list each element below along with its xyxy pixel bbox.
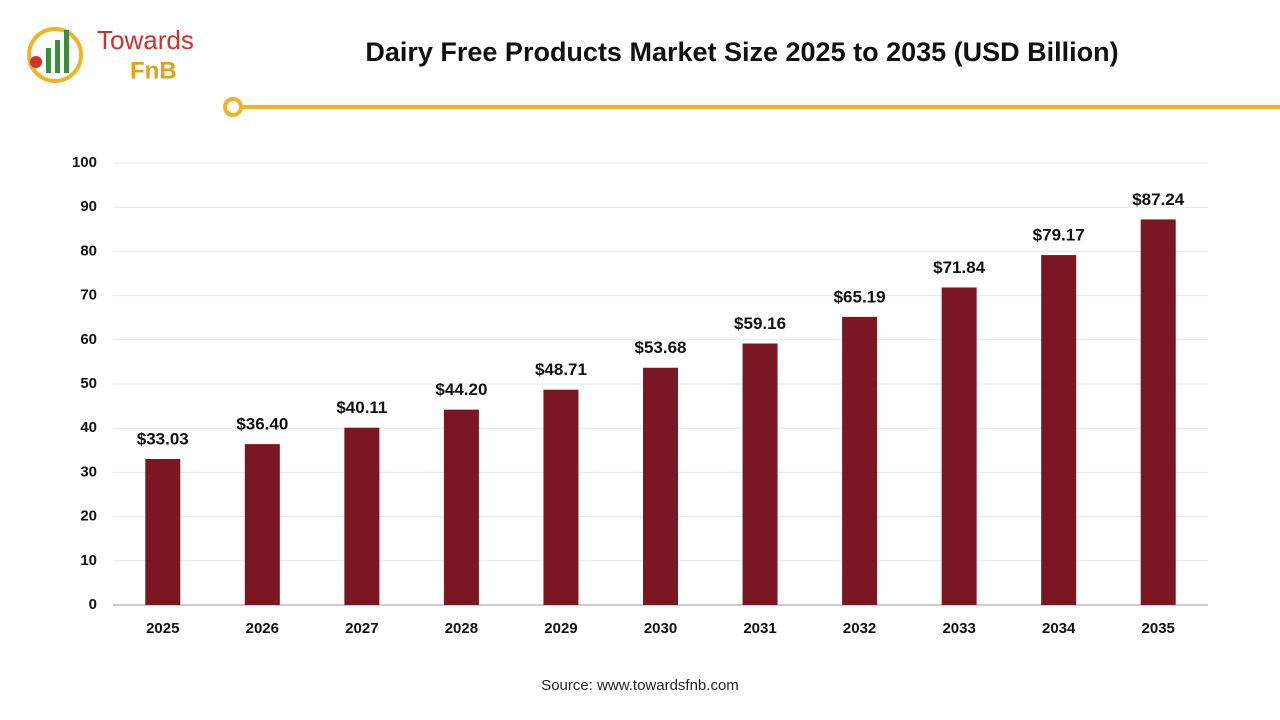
bar [842,316,878,605]
bar [742,343,778,605]
data-label: $48.71 [535,360,587,379]
bar [344,427,380,605]
y-tick-label: 100 [72,154,97,171]
bar [1041,255,1077,605]
data-label: $36.40 [236,415,288,434]
x-tick-label: 2033 [942,620,975,637]
title-rule-dot [223,97,243,117]
x-tick-label: 2026 [246,620,279,637]
bar [1140,219,1176,605]
y-tick-label: 0 [89,596,97,613]
data-label: $65.19 [834,287,886,306]
y-tick-label: 10 [80,552,97,569]
bar [443,409,479,605]
bar [543,389,579,605]
y-tick-label: 90 [80,198,97,215]
y-tick-label: 80 [80,242,97,259]
bar [244,444,280,605]
logo-ring [27,27,83,83]
data-label: $53.68 [635,338,687,357]
logo-bar [64,30,69,73]
data-label: $87.24 [1132,190,1185,209]
data-label: $44.20 [435,380,487,399]
logo-dot [30,56,42,68]
x-tick-label: 2029 [544,620,577,637]
data-label: $33.03 [137,429,189,448]
logo-bar [46,48,51,73]
x-tick-label: 2034 [1042,620,1076,637]
data-label: $40.11 [336,398,387,417]
logo-text: FnB [130,57,177,84]
y-tick-label: 60 [80,331,97,348]
data-label: $71.84 [933,258,986,277]
x-tick-label: 2027 [345,620,378,637]
x-tick-label: 2035 [1142,620,1175,637]
y-tick-label: 40 [80,419,97,436]
data-label: $59.16 [734,314,786,333]
source: Source: www.towardsfnb.com [541,677,739,694]
bar [643,367,678,605]
x-tick-label: 2025 [146,620,179,637]
bar [941,287,977,605]
chart-title: Dairy Free Products Market Size 2025 to … [365,37,1118,67]
bar [145,459,181,605]
data-label: $79.17 [1033,226,1085,245]
x-tick-label: 2030 [644,620,677,637]
y-tick-label: 70 [80,287,97,304]
logo-text: Towards [97,25,194,55]
logo-bar [55,40,60,73]
x-tick-label: 2028 [445,620,478,637]
logo: Towards FnB [27,25,194,84]
y-tick-label: 20 [80,508,97,525]
x-tick-label: 2032 [843,620,876,637]
x-tick-label: 2031 [743,620,776,637]
y-tick-label: 30 [80,463,97,480]
y-tick-label: 50 [80,375,97,392]
